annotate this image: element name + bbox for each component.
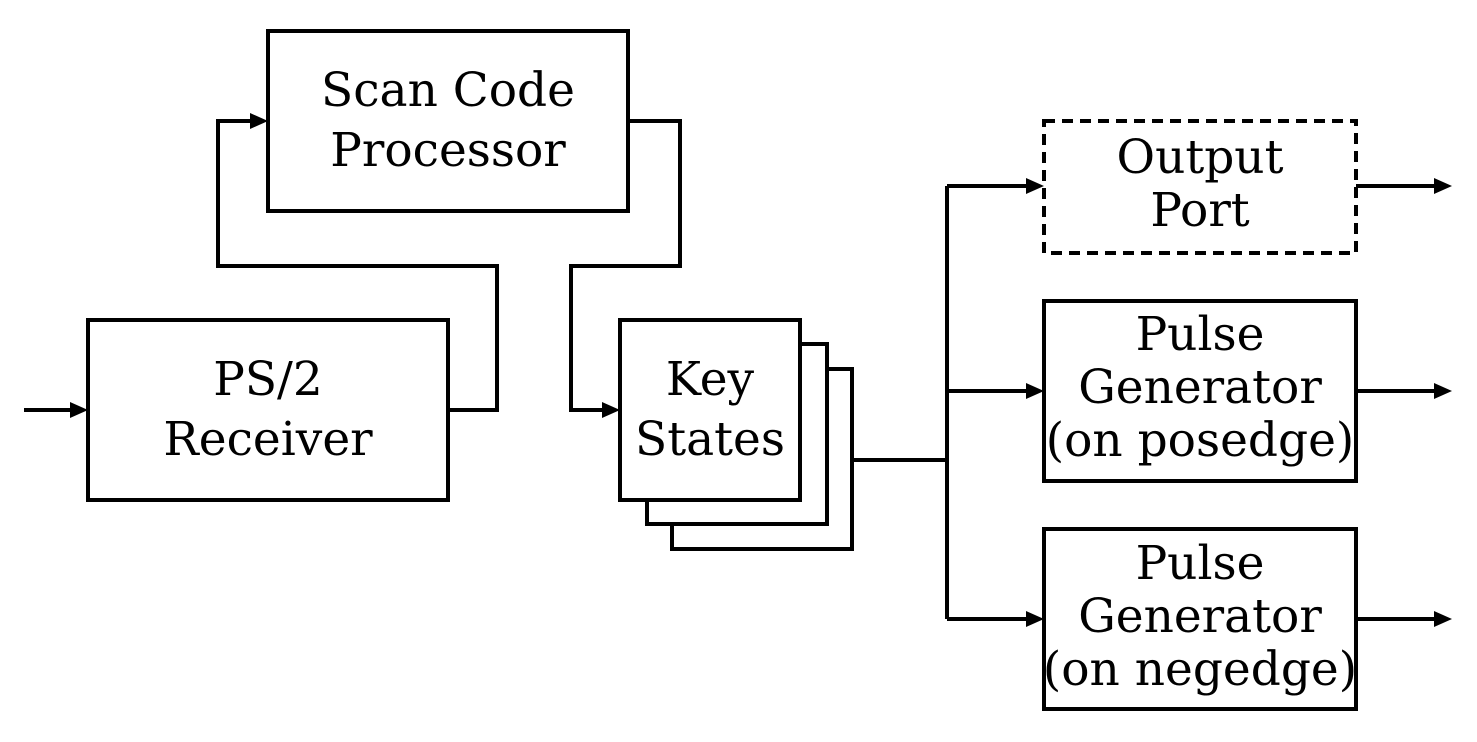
pulse-negedge-line3: (on negedge) xyxy=(1043,642,1357,697)
scan-code-processor-line1: Scan Code xyxy=(321,63,575,118)
pulse-posedge-line3: (on posedge) xyxy=(1046,413,1354,468)
ps2-receiver-line1: PS/2 xyxy=(213,352,323,407)
ps2-receiver-block: PS/2 Receiver xyxy=(86,318,450,502)
key-states-line2: States xyxy=(635,412,785,467)
output-port-line1: Output xyxy=(1117,130,1284,185)
pulse-posedge-output-arrow xyxy=(1356,383,1452,399)
pulse-negedge-line1: Pulse xyxy=(1136,536,1265,591)
key-states-block: Key States xyxy=(618,318,854,551)
ps2-receiver-line2: Receiver xyxy=(163,412,373,467)
scan-code-processor-block: Scan Code Processor xyxy=(266,29,630,213)
key-states-line1: Key xyxy=(666,352,755,407)
pulse-posedge-line1: Pulse xyxy=(1136,307,1265,362)
outputport-output-arrow xyxy=(1356,178,1452,194)
bus-to-pulse-negedge-arrow xyxy=(947,611,1044,627)
pulse-posedge-line2: Generator xyxy=(1078,360,1322,415)
scan-code-processor-line2: Processor xyxy=(330,123,566,178)
keystates-to-bus-wire xyxy=(852,186,949,619)
receiver-to-processor-wire xyxy=(216,113,499,412)
pulse-negedge-line2: Generator xyxy=(1078,589,1322,644)
pulse-generator-posedge-block: Pulse Generator (on posedge) xyxy=(1042,299,1358,483)
input-arrow xyxy=(24,402,88,418)
processor-to-keystates-wire xyxy=(569,119,682,418)
bus-to-outputport-arrow xyxy=(947,178,1044,194)
key-states-stack-front xyxy=(618,318,802,502)
pulse-generator-negedge-block: Pulse Generator (on negedge) xyxy=(1042,527,1358,711)
output-port-block: Output Port xyxy=(1042,119,1358,255)
output-port-line2: Port xyxy=(1150,183,1249,238)
bus-to-pulse-posedge-arrow xyxy=(947,383,1044,399)
pulse-negedge-output-arrow xyxy=(1356,611,1452,627)
